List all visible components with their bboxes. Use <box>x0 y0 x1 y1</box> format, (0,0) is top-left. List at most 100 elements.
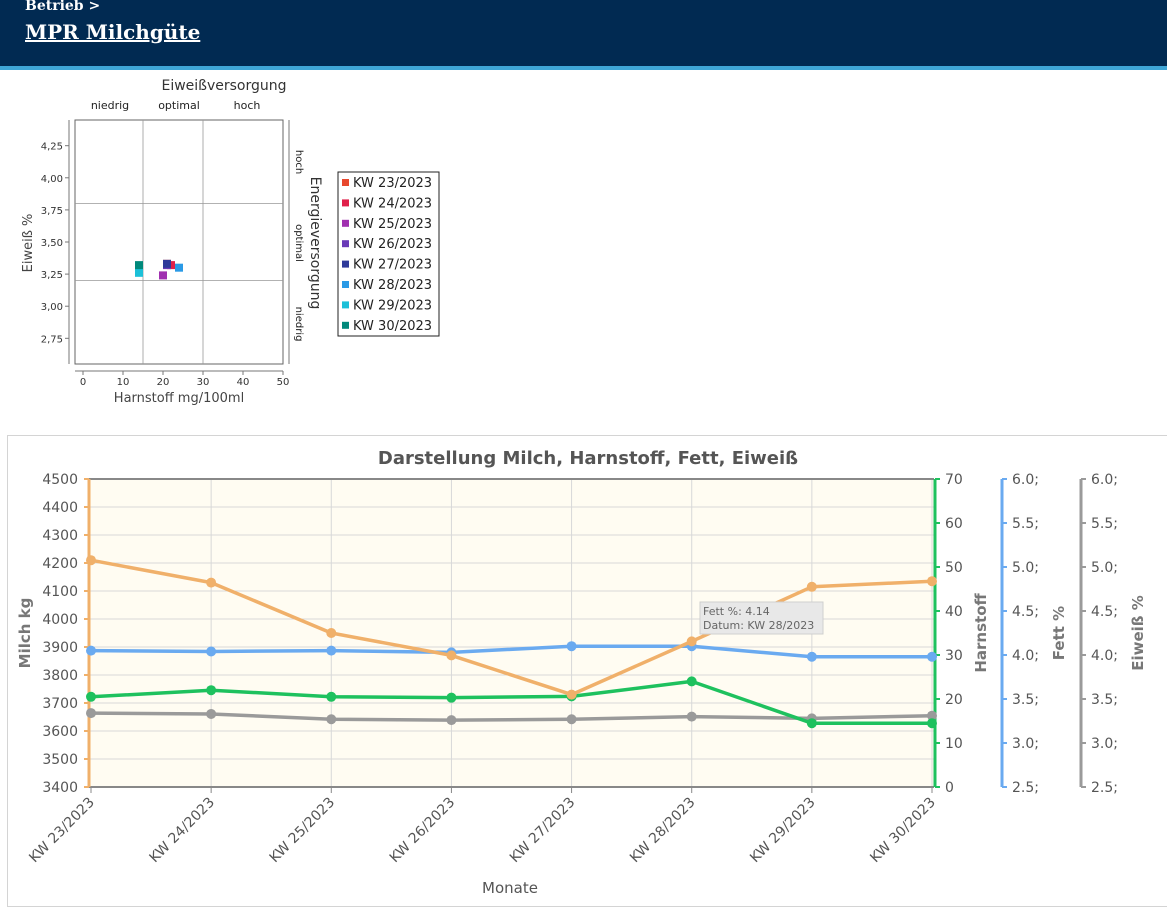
eiweiss-tick-label: 5.5; <box>1091 516 1118 532</box>
series-point-fett <box>806 651 817 662</box>
legend-label: KW 24/2023 <box>353 196 432 211</box>
eiweiss-tick-label: 3.5; <box>1091 692 1118 708</box>
scatter-point <box>135 261 143 270</box>
eiweiss-tick-label: 3.0; <box>1091 736 1118 752</box>
milch-tick-label: 4500 <box>42 472 78 488</box>
fett-tick-label: 6.0; <box>1012 472 1039 488</box>
series-point-eiweiss <box>566 714 577 725</box>
legend-swatch <box>342 240 349 248</box>
scatter-plot-area <box>74 119 284 365</box>
series-point-harnstoff <box>686 676 697 687</box>
milch-tick-label: 4400 <box>42 500 78 516</box>
series-line-harnstoff <box>90 679 932 725</box>
scatter-x-label: Harnstoff mg/100ml <box>114 391 244 406</box>
tooltip-line-value: Fett %: 4.14 <box>703 605 770 618</box>
scatter-y-tick-label: 3,25 <box>41 270 63 281</box>
fett-tick-label: 3.0; <box>1012 736 1039 752</box>
milch-tick-label: 3800 <box>42 668 78 684</box>
line-x-axis-label: Monate <box>482 879 538 897</box>
series-point-harnstoff <box>927 718 937 729</box>
harnstoff-tick-label: 20 <box>945 692 963 708</box>
scatter-right-label: hoch <box>293 150 304 174</box>
tooltip-line-date: Datum: KW 28/2023 <box>703 619 814 632</box>
milch-tick-label: 4300 <box>42 528 78 544</box>
legend-swatch <box>342 260 349 268</box>
series-point-eiweiss <box>206 708 217 719</box>
scatter-x-tick-label: 20 <box>157 377 170 388</box>
scatter-point <box>175 263 183 272</box>
scatter-x-tick-label: 0 <box>80 377 86 388</box>
scatter-y-tick-label: 4,00 <box>41 174 63 185</box>
fett-tick-label: 4.5; <box>1012 604 1039 620</box>
x-tick-label: KW 29/2023 <box>747 795 819 867</box>
scatter-y-tick-label: 3,00 <box>41 302 63 313</box>
fett-axis-label: Fett % <box>1050 606 1068 660</box>
fett-tick-label: 3.5; <box>1012 692 1039 708</box>
x-tick-label: KW 23/2023 <box>26 795 98 867</box>
protein-energy-scatter-chart: Eiweißversorgung niedrig optimal hoch 0 1… <box>21 78 440 406</box>
series-point-eiweiss <box>686 711 697 722</box>
series-point-milch <box>206 577 217 588</box>
scatter-title: Eiweißversorgung <box>161 78 286 94</box>
eiweiss-tick-label: 5.0; <box>1091 560 1118 576</box>
legend-label: KW 23/2023 <box>353 176 432 191</box>
scatter-point <box>135 268 143 277</box>
legend-label: KW 30/2023 <box>353 319 432 334</box>
harnstoff-tick-label: 0 <box>945 780 954 796</box>
scatter-right-title: Energieversorgung <box>307 177 323 310</box>
x-tick-label: KW 24/2023 <box>146 795 218 867</box>
series-point-harnstoff <box>446 692 457 703</box>
eiweiss-tick-label: 6.0; <box>1091 472 1118 488</box>
page-title[interactable]: MPR Milchgüte <box>25 20 201 44</box>
series-point-milch <box>566 689 577 700</box>
series-point-eiweiss <box>446 715 457 726</box>
series-point-milch <box>446 650 457 661</box>
milch-tick-label: 4200 <box>42 556 78 572</box>
scatter-top-label: hoch <box>234 99 261 112</box>
eiweiss-tick-label: 4.5; <box>1091 604 1118 620</box>
fett-tick-label: 5.5; <box>1012 516 1039 532</box>
scatter-top-label: optimal <box>158 99 200 112</box>
series-point-fett <box>927 651 937 662</box>
x-tick-label: KW 28/2023 <box>627 795 699 867</box>
x-tick-label: KW 26/2023 <box>387 795 459 867</box>
legend-swatch <box>342 179 349 186</box>
legend-label: KW 26/2023 <box>353 237 432 252</box>
scatter-y-label: Eiweiß % <box>21 214 36 273</box>
series-point-fett <box>206 646 217 657</box>
scatter-y-tick-label: 2,75 <box>41 334 63 345</box>
tooltip: Fett %: 4.14 Datum: KW 28/2023 <box>699 601 824 635</box>
milch-axis-label: Milch kg <box>16 598 34 669</box>
scatter-x-tick-label: 30 <box>197 377 210 388</box>
scatter-point <box>159 271 167 280</box>
legend-swatch <box>342 199 349 207</box>
series-point-fett <box>86 645 96 656</box>
series-point-milch <box>686 636 697 647</box>
series-point-fett <box>566 641 577 652</box>
series-point-milch <box>326 628 337 638</box>
scatter-point <box>163 259 171 268</box>
series-point-fett <box>326 645 337 656</box>
legend-label: KW 28/2023 <box>353 278 432 293</box>
line-chart-panel: Darstellung Milch, Harnstoff, Fett, Eiwe… <box>7 435 1167 907</box>
x-tick-label: KW 27/2023 <box>507 795 579 867</box>
milch-tick-label: 4100 <box>42 584 78 600</box>
eiweiss-tick-label: 2.5; <box>1091 780 1118 796</box>
fett-tick-label: 5.0; <box>1012 560 1039 576</box>
scatter-top-label: niedrig <box>91 99 129 112</box>
scatter-right-label: niedrig <box>293 307 304 342</box>
legend-swatch <box>342 219 349 227</box>
series-point-milch <box>927 576 937 587</box>
line-chart-title: Darstellung Milch, Harnstoff, Fett, Eiwe… <box>378 448 798 469</box>
breadcrumb[interactable]: Betrieb > <box>25 0 101 14</box>
legend-label: KW 27/2023 <box>353 258 432 273</box>
scatter-x-tick-label: 50 <box>277 377 290 388</box>
series-point-harnstoff <box>326 691 337 702</box>
series-point-eiweiss <box>326 714 337 725</box>
series-point-milch <box>806 581 817 592</box>
milch-tick-label: 4000 <box>42 612 78 628</box>
legend-swatch <box>342 281 349 288</box>
legend-label: KW 29/2023 <box>353 298 432 313</box>
milch-tick-label: 3600 <box>42 724 78 740</box>
